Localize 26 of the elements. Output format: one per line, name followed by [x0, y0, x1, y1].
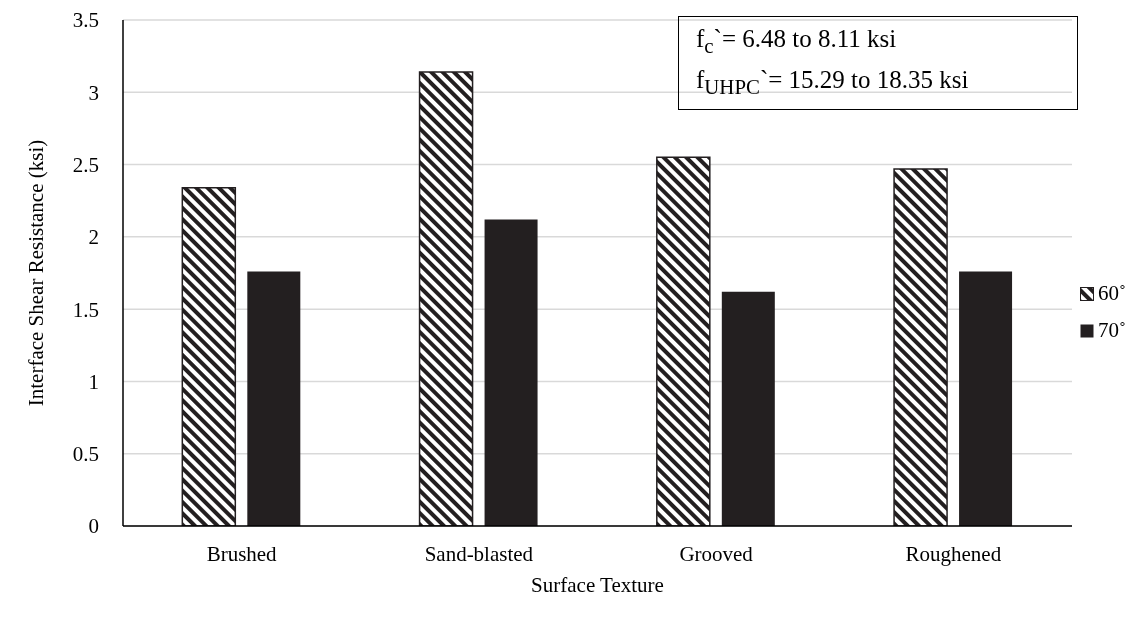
- x-axis-title: Surface Texture: [531, 573, 664, 597]
- y-tick-label: 2: [88, 225, 99, 250]
- annotation: f$_{UHPC}$`= 15.29 to 18.35 ksi: [696, 65, 970, 101]
- y-tick-label: 3: [88, 80, 99, 105]
- y-tick-label: 1: [88, 369, 99, 394]
- bar: [247, 271, 301, 526]
- x-tick-label: Sand-blasted: [424, 541, 534, 566]
- bar: [721, 291, 775, 526]
- legend-label: 70˚: [1098, 318, 1126, 343]
- y-tick-label: 0.5: [72, 442, 99, 467]
- x-tick-label: Brushed: [206, 541, 278, 566]
- x-tick-label: Grooved: [679, 541, 754, 566]
- bar: [418, 71, 474, 526]
- bar: [656, 156, 711, 526]
- legend-label: 60˚: [1098, 281, 1126, 306]
- bar: [893, 168, 948, 526]
- annotation: f$_{c}$`= 6.48 to 8.11 ksi: [696, 24, 898, 60]
- y-tick-label: 2.5: [72, 153, 99, 178]
- bar: [484, 219, 538, 526]
- bar: [959, 271, 1013, 526]
- y-axis-title: Interface Shear Resistance (ksi): [24, 139, 49, 407]
- bar: [181, 186, 237, 526]
- x-tick-label: Roughened: [905, 541, 1002, 566]
- y-tick-label: 1.5: [72, 297, 99, 322]
- y-tick-label: 0: [88, 514, 99, 539]
- y-tick-label: 3.5: [72, 8, 99, 33]
